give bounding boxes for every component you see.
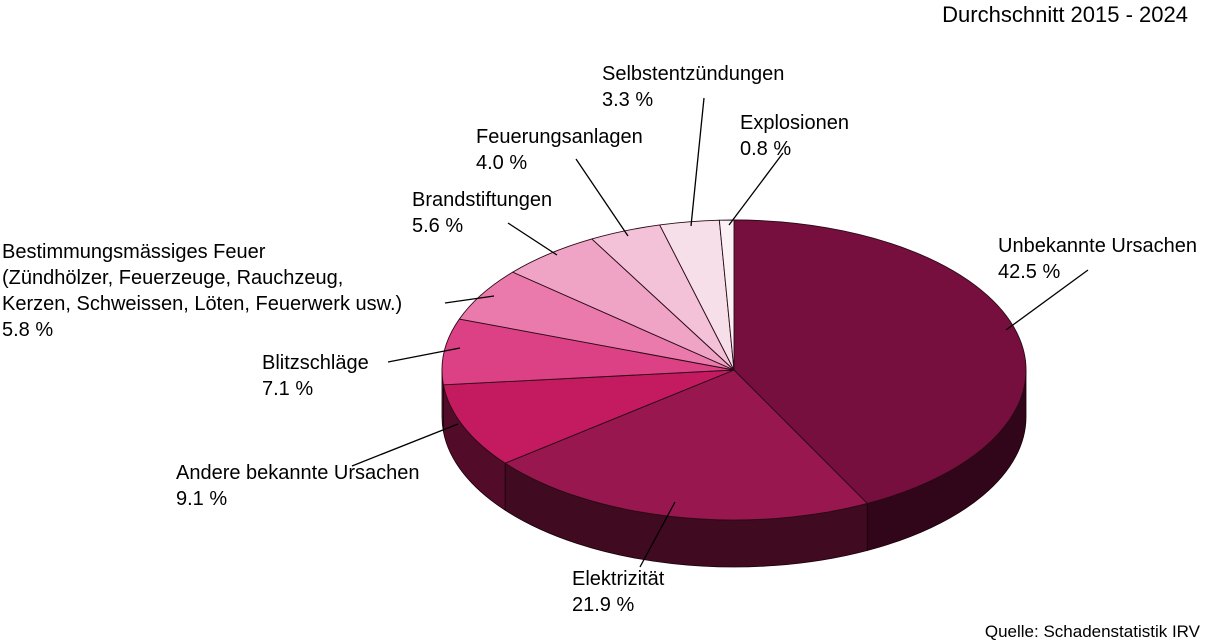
- category-label-selbstentzuendungen: Selbstentzündungen: [602, 63, 784, 85]
- slice-explosionen: [718, 219, 735, 371]
- slice-elektrizitaet: [504, 369, 868, 521]
- label-elektrizitaet: Elektrizität 21.9 %: [572, 568, 665, 616]
- value-label-bestimmungsmaessiges-feuer: 5.8 %: [2, 319, 53, 341]
- value-label-elektrizitaet: 21.9 %: [572, 594, 634, 616]
- label-bestimmungsmaessiges-feuer: Bestimmungsmässiges Feuer (Zündhölzer, Fe…: [2, 241, 402, 341]
- value-label-feuerungsanlagen: 4.0 %: [476, 152, 527, 174]
- category-label-bestimmungsmaessiges-feuer: Kerzen, Schweissen, Löten, Feuerwerk usw…: [2, 293, 402, 315]
- value-label-explosionen: 0.8 %: [740, 138, 791, 160]
- leader-explosionen: [728, 152, 784, 226]
- category-label-andere-bekannte-ursachen: Andere bekannte Ursachen: [176, 462, 420, 484]
- category-label-brandstiftungen: Brandstiftungen: [412, 189, 552, 211]
- chart-title: Durchschnitt 2015 - 2024: [942, 2, 1188, 27]
- leader-feuerungsanlagen: [575, 158, 629, 237]
- value-label-andere-bekannte-ursachen: 9.1 %: [176, 488, 227, 510]
- leader-selbstentzuendungen: [690, 97, 705, 227]
- value-label-unbekannte-ursachen: 42.5 %: [998, 261, 1060, 283]
- leader-blitzschlaege: [387, 347, 461, 363]
- value-label-blitzschlaege: 7.1 %: [262, 378, 313, 400]
- label-explosionen: Explosionen 0.8 %: [740, 112, 849, 160]
- value-label-selbstentzuendungen: 3.3 %: [602, 89, 653, 111]
- label-blitzschlaege: Blitzschläge 7.1 %: [262, 352, 369, 400]
- label-brandstiftungen: Brandstiftungen 5.6 %: [412, 189, 552, 237]
- category-label-explosionen: Explosionen: [740, 112, 849, 134]
- category-label-blitzschlaege: Blitzschläge: [262, 352, 369, 374]
- label-andere-bekannte-ursachen: Andere bekannte Ursachen 9.1 %: [176, 462, 420, 510]
- label-selbstentzuendungen: Selbstentzündungen 3.3 %: [602, 63, 784, 111]
- category-label-elektrizitaet: Elektrizität: [572, 568, 665, 590]
- source-note: Quelle: Schadenstatistik IRV: [985, 622, 1201, 641]
- label-feuerungsanlagen: Feuerungsanlagen 4.0 %: [476, 126, 643, 174]
- leader-brandstiftungen: [507, 222, 558, 256]
- pie-slices: [441, 219, 1027, 568]
- leader-elektrizitaet: [639, 501, 676, 568]
- slice-unbekannte-ursachen: [733, 219, 1027, 504]
- slice-labels: Unbekannte Ursachen 42.5 % Elektrizität 21.…: [2, 63, 1197, 616]
- leader-andere-bekannte-ursachen: [351, 423, 459, 467]
- category-label-feuerungsanlagen: Feuerungsanlagen: [476, 126, 643, 148]
- category-label-bestimmungsmaessiges-feuer: (Zündhölzer, Feuerzeuge, Rauchzeug,: [2, 267, 343, 289]
- leader-lines: [351, 97, 1089, 568]
- leader-bestimmungsmaessiges-feuer: [444, 295, 495, 304]
- value-label-brandstiftungen: 5.6 %: [412, 215, 463, 237]
- label-unbekannte-ursachen: Unbekannte Ursachen 42.5 %: [998, 235, 1197, 283]
- category-label-unbekannte-ursachen: Unbekannte Ursachen: [998, 235, 1197, 257]
- leader-unbekannte-ursachen: [1005, 269, 1089, 331]
- slice-andere-bekannte-ursachen: [442, 369, 735, 464]
- category-label-bestimmungsmaessiges-feuer: Bestimmungsmässiges Feuer: [2, 241, 266, 263]
